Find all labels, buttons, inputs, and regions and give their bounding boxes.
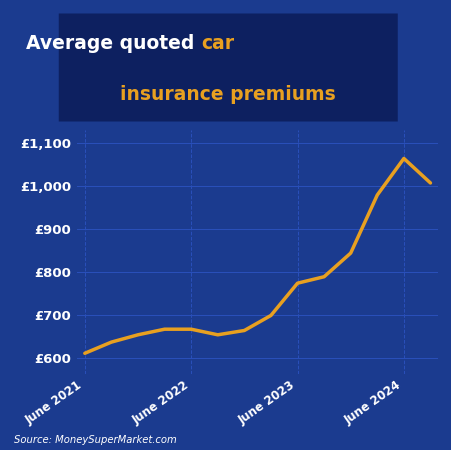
Text: insurance premiums: insurance premiums <box>120 85 336 104</box>
Text: car: car <box>201 34 234 53</box>
Text: Average quoted: Average quoted <box>26 34 201 53</box>
FancyBboxPatch shape <box>59 14 397 122</box>
Text: Source: MoneySuperMarket.com: Source: MoneySuperMarket.com <box>14 435 176 445</box>
